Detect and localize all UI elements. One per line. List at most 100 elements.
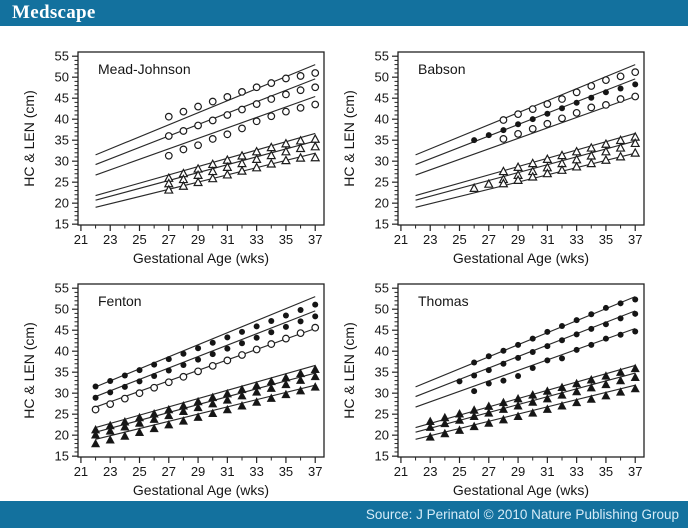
circle-open-marker xyxy=(572,88,581,97)
triangle-filled-marker xyxy=(134,427,145,436)
triangle-filled-marker xyxy=(440,428,450,438)
circle-filled-marker xyxy=(151,361,158,368)
circle-filled-marker xyxy=(165,367,172,374)
hc-lower-line xyxy=(95,152,316,208)
x-tick-label: 33 xyxy=(569,232,583,247)
triangle-filled-marker xyxy=(440,418,450,428)
hc-upper-line xyxy=(415,364,636,429)
len-lower-line xyxy=(415,327,636,408)
triangle-open-marker xyxy=(310,152,321,162)
x-tick-label: 33 xyxy=(249,464,263,479)
reference-lines xyxy=(415,296,636,440)
circle-open-marker xyxy=(208,361,217,370)
circle-filled-marker xyxy=(239,328,245,335)
triangle-filled-marker xyxy=(252,387,262,396)
series-hc-middle xyxy=(90,371,320,439)
circle-filled-marker xyxy=(544,110,551,117)
circle-open-marker xyxy=(616,95,625,103)
circle-filled-marker xyxy=(253,334,260,341)
circle-open-marker xyxy=(223,111,232,119)
triangle-filled-marker xyxy=(615,367,626,376)
triangle-filled-marker xyxy=(222,404,232,414)
triangle-filled-marker xyxy=(572,386,582,396)
circle-filled-marker xyxy=(180,350,187,357)
y-tick-label: 55 xyxy=(375,49,389,64)
circle-filled-marker xyxy=(602,304,609,311)
y-axis-title: HC & LEN (cm) xyxy=(21,322,37,418)
triangle-filled-marker xyxy=(425,432,435,441)
y-tick-label: 30 xyxy=(375,386,389,401)
circle-filled-marker xyxy=(588,325,595,332)
circle-filled-marker xyxy=(500,360,507,367)
triangle-filled-marker xyxy=(630,372,640,381)
y-tick-label: 15 xyxy=(375,217,389,232)
triangle-filled-marker xyxy=(601,379,611,389)
circle-open-marker xyxy=(587,82,596,90)
x-tick-label: 35 xyxy=(599,232,613,247)
x-tick-label: 21 xyxy=(74,464,88,479)
triangle-filled-marker xyxy=(557,390,567,399)
len-lower-line xyxy=(95,95,316,176)
hc-middle-line xyxy=(415,372,636,433)
x-tick-label: 37 xyxy=(308,232,322,247)
y-tick-label: 45 xyxy=(55,323,69,338)
circle-filled-marker xyxy=(485,353,492,360)
circle-filled-marker xyxy=(224,334,231,341)
series-len-lower xyxy=(91,323,320,414)
circle-filled-marker xyxy=(121,372,128,379)
circle-filled-marker xyxy=(471,359,478,366)
len-upper-line xyxy=(415,296,636,388)
panel-title: Mead-Johnson xyxy=(98,61,191,77)
circle-open-marker xyxy=(208,135,217,143)
axes: 21 23 25 27 29 31 33 35 37 15 20 25 30 35 40 45 50 55 xyxy=(55,49,323,247)
axes: 21 23 25 27 29 31 33 35 37 15 20 25 30 35 40 45 50 55 xyxy=(375,49,643,247)
triangle-filled-marker xyxy=(120,422,130,431)
circle-filled-marker xyxy=(500,127,507,134)
x-axis-title: Gestational Age (wks) xyxy=(133,482,269,498)
circle-filled-marker xyxy=(515,341,522,348)
circle-open-marker xyxy=(179,145,188,154)
chart-panel-fenton: 21 23 25 27 29 31 33 35 37 15 20 25 30 35 40 45 50 55 Fent… xyxy=(0,272,368,504)
circle-open-marker xyxy=(179,127,188,135)
triangle-filled-marker xyxy=(615,387,626,396)
panel-title: Babson xyxy=(418,61,465,77)
circle-filled-marker xyxy=(529,349,536,356)
x-tick-label: 27 xyxy=(162,232,176,247)
y-tick-label: 25 xyxy=(55,175,69,190)
circle-filled-marker xyxy=(121,383,128,390)
circle-filled-marker xyxy=(544,328,551,335)
footer-bar: Source: J Perinatol © 2010 Nature Publis… xyxy=(0,501,688,528)
series-len-lower xyxy=(471,328,639,395)
circle-open-marker xyxy=(267,340,276,348)
triangle-open-marker xyxy=(237,165,247,175)
triangle-filled-marker xyxy=(601,371,611,380)
series-len-lower xyxy=(499,92,640,143)
circle-open-marker xyxy=(296,86,305,95)
circle-open-marker xyxy=(164,132,173,140)
triangle-open-marker xyxy=(295,152,306,162)
axes: 21 23 25 27 29 31 33 35 37 15 20 25 30 35 40 45 50 55 xyxy=(55,281,323,479)
y-tick-label: 35 xyxy=(55,365,69,380)
len-lower-line xyxy=(95,327,316,408)
circle-open-marker xyxy=(514,129,522,138)
series-len-lower xyxy=(164,100,320,160)
x-axis-title: Gestational Age (wks) xyxy=(133,250,269,266)
circle-open-marker xyxy=(208,97,217,106)
triangle-open-marker xyxy=(586,158,597,168)
x-tick-label: 37 xyxy=(308,464,322,479)
circle-filled-marker xyxy=(559,355,565,362)
y-tick-label: 40 xyxy=(55,112,69,127)
y-tick-label: 15 xyxy=(375,449,389,464)
triangle-filled-marker xyxy=(281,379,291,389)
triangle-filled-marker xyxy=(513,401,523,410)
circle-open-marker xyxy=(179,107,188,116)
x-tick-label: 37 xyxy=(628,232,642,247)
circle-filled-marker xyxy=(515,354,522,361)
triangle-open-marker xyxy=(310,141,321,151)
triangle-open-marker xyxy=(630,147,641,157)
triangle-open-marker xyxy=(513,161,523,171)
circle-open-marker xyxy=(238,87,246,96)
triangle-filled-marker xyxy=(586,382,596,392)
circle-open-marker xyxy=(238,351,246,359)
circle-filled-marker xyxy=(239,340,245,347)
